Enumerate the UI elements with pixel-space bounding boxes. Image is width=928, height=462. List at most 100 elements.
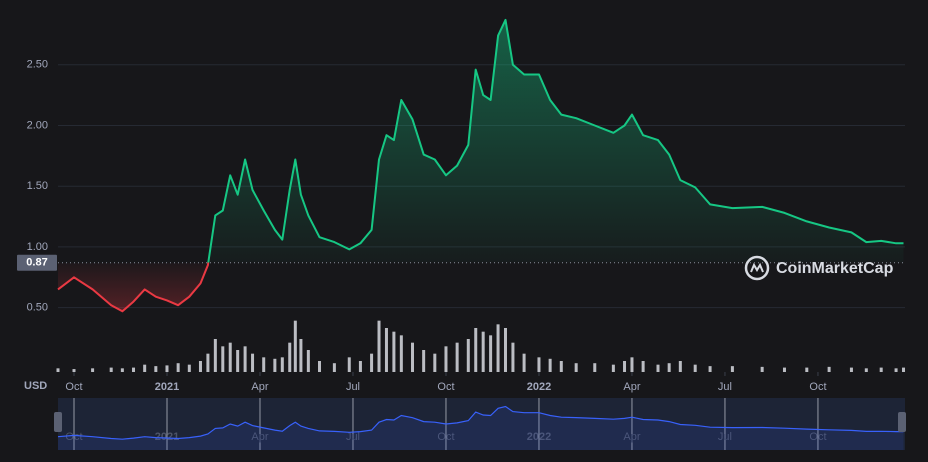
- volume-bar: [593, 363, 597, 372]
- x-tick-label: Oct: [809, 381, 826, 393]
- volume-bar: [708, 366, 712, 372]
- volume-bar: [332, 363, 336, 372]
- volume-bar: [392, 331, 396, 372]
- volume-bar: [879, 367, 883, 372]
- volume-bar: [109, 367, 113, 372]
- volume-bar: [503, 328, 507, 372]
- volume-bar: [251, 353, 255, 372]
- volume-bar: [559, 361, 563, 372]
- volume-bar: [299, 339, 303, 372]
- volume-bar: [377, 320, 381, 372]
- volume-bar: [455, 342, 459, 372]
- volume-bar: [902, 367, 906, 372]
- volume-bar: [206, 353, 210, 372]
- volume-bar: [273, 358, 277, 372]
- volume-bar: [228, 342, 232, 372]
- watermark-text: CoinMarketCap: [776, 260, 894, 277]
- volume-bar: [306, 350, 310, 372]
- x-tick-label: Oct: [437, 381, 454, 393]
- y-tick-label: 0.50: [27, 302, 48, 314]
- volume-bar: [288, 342, 292, 372]
- volume-bar: [56, 368, 60, 372]
- volume-bar: [474, 328, 478, 372]
- navigator[interactable]: [58, 398, 905, 450]
- volume-bar: [574, 363, 578, 372]
- volume-bar: [630, 357, 634, 372]
- volume-bar: [656, 364, 660, 372]
- navigator-tick-label: Jul: [346, 431, 360, 443]
- volume-bar: [236, 350, 240, 372]
- navigator-tick-label: 2021: [155, 431, 179, 443]
- volume-bar: [730, 366, 734, 372]
- volume-bar: [422, 350, 426, 372]
- x-tick-label: 2022: [527, 381, 551, 393]
- volume-bar: [537, 357, 541, 372]
- navigator-tick-label: Apr: [251, 431, 268, 443]
- volume-bar: [678, 361, 682, 372]
- navigator-area: [58, 406, 904, 450]
- x-tick-label: Apr: [251, 381, 268, 393]
- volume-bar: [370, 353, 374, 372]
- volume-bar: [667, 363, 671, 372]
- y-tick-label: 1.50: [27, 180, 48, 192]
- volume-bar: [120, 368, 124, 372]
- volume-bar: [72, 369, 76, 372]
- volume-bar: [641, 361, 645, 372]
- navigator-tick-label: Apr: [623, 431, 640, 443]
- x-tick-label: Apr: [623, 381, 640, 393]
- x-tick-label: Jul: [718, 381, 732, 393]
- volume-bar: [318, 361, 322, 372]
- volume-bar: [280, 357, 284, 372]
- volume-bar: [132, 367, 136, 372]
- price-line: [57, 18, 904, 313]
- price-area: [58, 19, 904, 312]
- volume-bar: [481, 331, 485, 372]
- navigator-tick-label: Jul: [718, 431, 732, 443]
- volume-bar: [198, 361, 202, 372]
- volume-bar: [176, 363, 180, 372]
- volume-bar: [511, 342, 515, 372]
- volume-bar: [399, 335, 403, 372]
- volume-bar: [849, 367, 853, 372]
- logo: [744, 255, 770, 281]
- volume-bar: [187, 364, 191, 372]
- navigator-line: [57, 405, 904, 440]
- watermark: CoinMarketCap: [744, 255, 894, 281]
- navigator-tick-label: Oct: [437, 431, 454, 443]
- volume-bar: [805, 367, 809, 372]
- navigator-handle[interactable]: [898, 412, 906, 432]
- volume-bar: [154, 366, 158, 372]
- volume-bar: [894, 368, 898, 372]
- volume-bar: [410, 342, 414, 372]
- y-tick-label: 1.00: [27, 241, 48, 253]
- volume-bar: [548, 358, 552, 372]
- volume-bar: [243, 346, 247, 372]
- volume-bar: [433, 353, 437, 372]
- navigator-handle[interactable]: [54, 412, 62, 432]
- volume-bar: [760, 366, 764, 372]
- volume-bar: [262, 357, 266, 372]
- volume-bar: [293, 320, 297, 372]
- baseline-label: 0.87: [26, 257, 47, 269]
- volume-bar: [213, 339, 217, 372]
- currency-label: USD: [24, 380, 47, 392]
- navigator-tick-label: Oct: [809, 431, 826, 443]
- volume-bar: [347, 357, 351, 372]
- volume-bar: [693, 364, 697, 372]
- y-tick-label: 2.00: [27, 119, 48, 131]
- volume-bar: [466, 339, 470, 372]
- volume-bar: [444, 346, 448, 372]
- volume-bar: [91, 368, 95, 372]
- volume-bar: [522, 353, 526, 372]
- volume-bar: [827, 366, 831, 372]
- volume-bar: [489, 335, 493, 372]
- volume-bar: [864, 368, 868, 372]
- volume-bar: [782, 367, 786, 372]
- volume-bar: [384, 328, 388, 372]
- baseline-label-box: [17, 254, 57, 271]
- x-tick-label: Oct: [65, 381, 82, 393]
- volume-bar: [496, 324, 500, 372]
- volume-bar: [143, 364, 147, 372]
- volume-bar: [358, 361, 362, 372]
- volume-bar: [611, 364, 615, 372]
